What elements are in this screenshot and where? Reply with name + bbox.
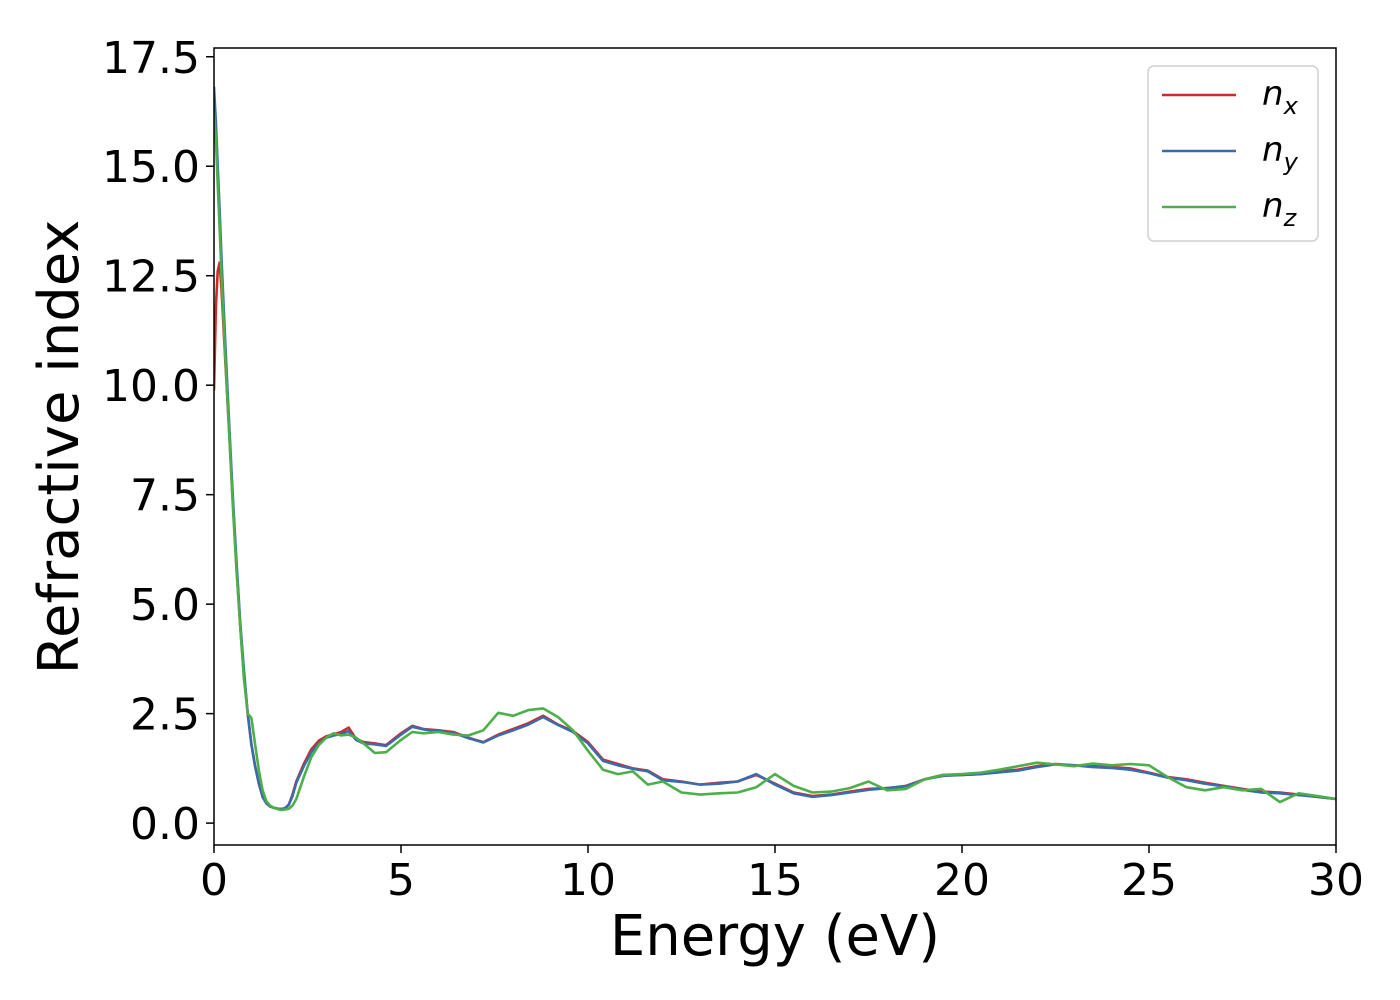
y-tick-label: 5.0 [130, 580, 200, 631]
legend-label-nx: nx [1262, 74, 1299, 120]
x-tick-label: 5 [387, 855, 415, 906]
x-tick-label: 10 [560, 855, 616, 906]
legend: nx ny nz [1147, 65, 1319, 242]
x-tick-label: 30 [1308, 855, 1364, 906]
series-line-nz [214, 112, 1336, 812]
x-axis-title: Energy (eV) [610, 904, 940, 969]
series-line-nx [214, 261, 1336, 811]
y-tick-label: 0.0 [130, 799, 200, 850]
x-tick-label: 25 [1121, 855, 1177, 906]
x-tick-label: 0 [200, 855, 228, 906]
y-axis-ticks: 0.0 2.5 5.0 7.5 10.0 12.5 15.0 17.5 [102, 33, 214, 850]
y-tick-label: 2.5 [130, 690, 200, 741]
legend-label-nz: nz [1262, 186, 1298, 232]
series-layer [214, 86, 1336, 812]
x-tick-label: 20 [934, 855, 990, 906]
y-tick-label: 7.5 [130, 471, 200, 522]
y-tick-label: 17.5 [102, 33, 200, 84]
y-tick-label: 15.0 [102, 142, 200, 193]
y-tick-label: 12.5 [102, 252, 200, 303]
x-tick-label: 15 [747, 855, 803, 906]
legend-label-ny: ny [1262, 130, 1299, 176]
legend-frame [1147, 65, 1319, 242]
y-tick-label: 10.0 [102, 361, 200, 412]
y-axis-title: Refractive index [27, 220, 92, 675]
x-axis-ticks: 0 5 10 15 20 25 30 [200, 845, 1364, 906]
